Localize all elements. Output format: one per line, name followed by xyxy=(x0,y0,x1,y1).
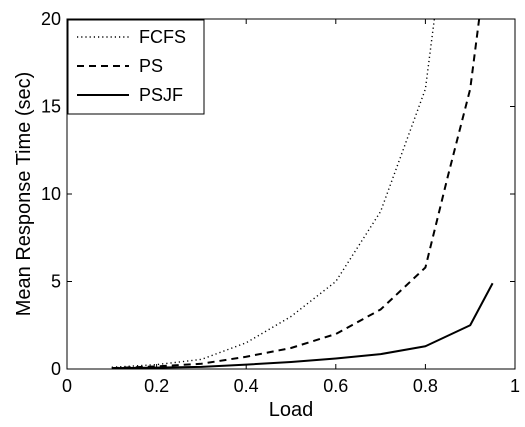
legend-box xyxy=(67,19,205,115)
x-tick-label: 0 xyxy=(62,376,72,396)
legend-label-psjf: PSJF xyxy=(139,85,183,105)
series-line-psjf xyxy=(111,282,494,369)
legend-label-fcfs: FCFS xyxy=(139,27,186,47)
y-tick-label: 20 xyxy=(41,9,61,29)
x-tick-label: 0.4 xyxy=(234,376,259,396)
x-tick-label: 1 xyxy=(510,376,520,396)
legend: FCFS PS PSJF xyxy=(67,19,205,115)
x-axis-ticks: 0 0.2 0.4 0.6 0.8 1 xyxy=(62,19,520,396)
y-tick-label: 15 xyxy=(41,97,61,117)
y-axis-ticks: 0 5 10 15 20 xyxy=(41,9,515,379)
series-line-ps xyxy=(111,19,481,369)
x-tick-label: 0.8 xyxy=(413,376,438,396)
x-tick-label: 0.6 xyxy=(323,376,348,396)
x-tick-label: 0.2 xyxy=(144,376,169,396)
series-lines xyxy=(111,19,494,369)
y-tick-label: 5 xyxy=(51,272,61,292)
y-tick-label: 10 xyxy=(41,184,61,204)
x-axis-title: Load xyxy=(269,399,314,421)
y-axis-title: Mean Response Time (sec) xyxy=(13,72,35,317)
y-tick-label: 0 xyxy=(51,359,61,379)
legend-label-ps: PS xyxy=(139,56,163,76)
series-line-fcfs xyxy=(111,19,436,368)
